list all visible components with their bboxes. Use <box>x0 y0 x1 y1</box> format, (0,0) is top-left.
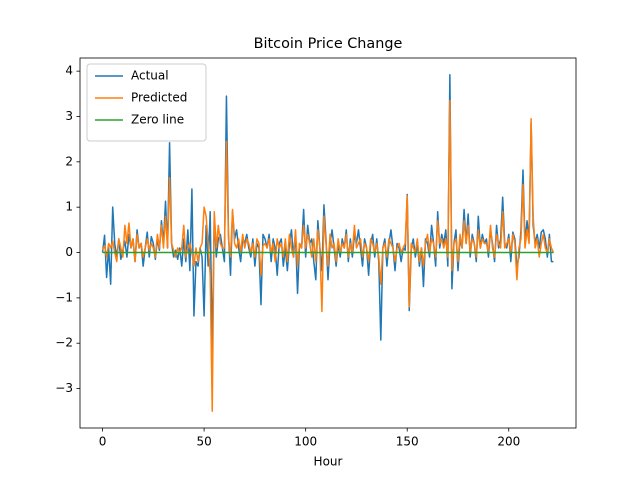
series-line <box>101 99 555 412</box>
plot-frame <box>79 57 577 429</box>
legend-label: Zero line <box>131 113 184 127</box>
y-tick-label: 3 <box>65 109 73 123</box>
y-tick-label: 0 <box>65 245 73 259</box>
chart-title: Bitcoin Price Change <box>254 36 403 52</box>
y-tick-label: −1 <box>55 290 73 304</box>
x-tick-label: 0 <box>99 435 107 449</box>
x-tick-label: 150 <box>396 435 419 449</box>
y-tick-label: 1 <box>65 200 73 214</box>
x-tick-label: 200 <box>497 435 520 449</box>
y-tick-label: −3 <box>55 381 73 395</box>
y-tick-label: 4 <box>65 64 73 78</box>
y-tick-label: 2 <box>65 154 73 168</box>
y-tick-label: −2 <box>55 336 73 350</box>
x-tick-label: 50 <box>196 435 211 449</box>
legend-label: Actual <box>131 69 169 83</box>
x-tick-label: 100 <box>294 435 317 449</box>
legend-box <box>86 63 207 142</box>
x-axis-label: Hour <box>314 455 343 469</box>
legend-label: Predicted <box>131 91 187 105</box>
series-line <box>101 74 554 354</box>
